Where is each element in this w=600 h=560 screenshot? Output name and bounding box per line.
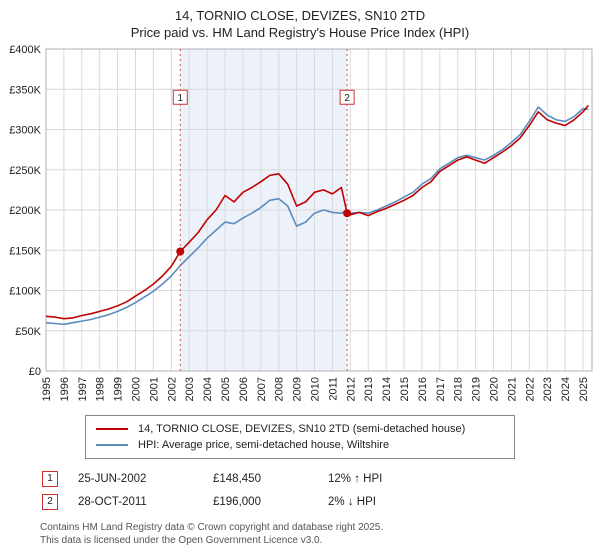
x-tick-label: 2007 xyxy=(256,377,268,401)
property-line xyxy=(45,104,590,320)
x-tick-label: 2000 xyxy=(131,377,143,401)
x-tick-label: 2019 xyxy=(471,377,483,401)
legend-item-hpi: HPI: Average price, semi-detached house,… xyxy=(94,437,506,453)
x-tick-label: 2020 xyxy=(489,377,501,401)
svg-text:2: 2 xyxy=(344,93,350,104)
x-tick-label: 2011 xyxy=(327,377,339,401)
x-tick-label: 2006 xyxy=(238,377,250,401)
sale-annotation-1: 1 25-JUN-2002 £148,450 12% ↑ HPI xyxy=(42,467,600,490)
x-tick-label: 1997 xyxy=(77,377,89,401)
x-tick-label: 1998 xyxy=(95,377,107,401)
license-footer: Contains HM Land Registry data © Crown c… xyxy=(40,521,600,547)
x-tick-label: 1995 xyxy=(41,377,53,401)
legend-label-hpi: HPI: Average price, semi-detached house,… xyxy=(138,439,390,451)
x-tick-label: 1996 xyxy=(59,377,71,401)
sale-1-price: £148,450 xyxy=(213,472,261,485)
x-tick-label: 2021 xyxy=(506,377,518,401)
x-tick-label: 2018 xyxy=(453,377,465,401)
y-tick-label: £350K xyxy=(9,84,41,96)
chart-legend: 14, TORNIO CLOSE, DEVIZES, SN10 2TD (sem… xyxy=(85,415,515,459)
x-tick-label: 1999 xyxy=(113,377,125,401)
x-tick-label: 2015 xyxy=(399,377,411,401)
sale-2-date: 28-OCT-2011 xyxy=(78,495,147,508)
price-history-chart: 1 2 £0 £50K £100K £150K £200K £250K £300K £350K £4… xyxy=(9,44,593,401)
x-tick-label: 2012 xyxy=(345,377,357,401)
sale-1-marker-dot xyxy=(176,247,185,256)
sale-1-number-badge: 1 xyxy=(42,470,58,487)
x-tick-label: 2003 xyxy=(184,377,196,401)
x-tick-label: 2004 xyxy=(202,377,214,401)
legend-item-property: 14, TORNIO CLOSE, DEVIZES, SN10 2TD (sem… xyxy=(94,421,506,437)
sale-2-flag xyxy=(339,89,355,105)
sale-2-number-badge: 2 xyxy=(42,493,58,510)
plot-border xyxy=(45,48,593,372)
sale-1-date: 25-JUN-2002 xyxy=(78,472,147,485)
y-tick-label: £0 xyxy=(29,366,41,378)
y-tick-label: £150K xyxy=(9,245,41,257)
y-tick-label: £100K xyxy=(9,286,41,298)
x-tick-label: 2009 xyxy=(292,377,304,401)
sale-annotation-2: 2 28-OCT-2011 £196,000 2% ↓ HPI xyxy=(42,490,600,513)
footer-line-2: This data is licensed under the Open Gov… xyxy=(40,535,323,546)
x-tick-label: 2022 xyxy=(524,377,536,401)
svg-text:1: 1 xyxy=(177,93,183,104)
y-tick-label: £200K xyxy=(9,205,41,217)
x-tick-label: 2013 xyxy=(363,377,375,401)
sale-2-hpi-delta: 2% ↓ HPI xyxy=(328,495,376,508)
x-tick-label: 2005 xyxy=(220,377,232,401)
x-tick-label: 2024 xyxy=(560,377,572,401)
x-tick-label: 2014 xyxy=(381,377,393,401)
x-tick-label: 2016 xyxy=(417,377,429,401)
x-tick-label: 2025 xyxy=(578,377,590,401)
y-tick-label: £300K xyxy=(9,125,41,137)
sale-2-marker-dot xyxy=(343,209,352,218)
y-tick-label: £250K xyxy=(9,165,41,177)
chart-subtitle: Price paid vs. HM Land Registry's House … xyxy=(130,25,470,40)
x-tick-label: 2001 xyxy=(148,377,160,401)
y-tick-label: £50K xyxy=(15,326,41,338)
sale-2-price: £196,000 xyxy=(213,495,261,508)
x-tick-label: 2023 xyxy=(542,377,554,401)
sale-1-hpi-delta: 12% ↑ HPI xyxy=(328,472,383,485)
chart-title: 14, TORNIO CLOSE, DEVIZES, SN10 2TD xyxy=(174,8,426,23)
hpi-line xyxy=(45,106,589,326)
sale-1-flag xyxy=(172,89,188,105)
y-tick-label: £400K xyxy=(9,44,41,56)
footer-line-1: Contains HM Land Registry data © Crown c… xyxy=(40,522,384,533)
sale-annotations: 1 25-JUN-2002 £148,450 12% ↑ HPI 2 28-OC… xyxy=(42,467,600,513)
red-line-swatch-icon xyxy=(96,428,128,430)
x-tick-label: 2008 xyxy=(274,377,286,401)
blue-line-swatch-icon xyxy=(96,444,128,446)
x-tick-label: 2010 xyxy=(310,377,322,401)
legend-label-property: 14, TORNIO CLOSE, DEVIZES, SN10 2TD (sem… xyxy=(138,423,466,435)
x-tick-label: 2017 xyxy=(435,377,447,401)
x-tick-label: 2002 xyxy=(166,377,178,401)
chart-header: 14, TORNIO CLOSE, DEVIZES, SN10 2TD Pric… xyxy=(0,0,600,41)
